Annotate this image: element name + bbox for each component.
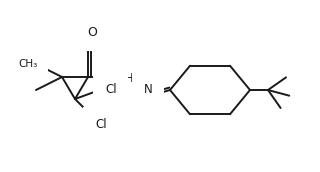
Text: Cl: Cl: [105, 83, 116, 95]
Text: CH₃: CH₃: [18, 59, 38, 69]
Text: O: O: [87, 25, 97, 39]
Text: NH: NH: [117, 72, 134, 84]
Text: Cl: Cl: [95, 119, 107, 132]
Text: N: N: [144, 83, 152, 95]
